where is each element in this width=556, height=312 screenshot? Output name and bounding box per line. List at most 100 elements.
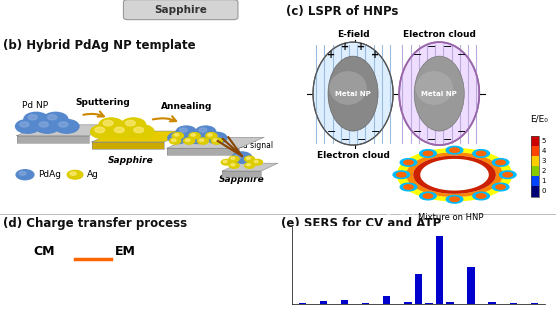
Circle shape: [16, 170, 34, 180]
Circle shape: [221, 159, 231, 165]
Circle shape: [229, 163, 239, 168]
Circle shape: [47, 115, 57, 120]
Circle shape: [191, 134, 196, 136]
Circle shape: [492, 158, 509, 166]
Text: 5: 5: [542, 138, 546, 144]
Circle shape: [246, 157, 250, 159]
Circle shape: [171, 134, 179, 139]
Circle shape: [496, 185, 505, 189]
Text: E/E₀: E/E₀: [530, 114, 548, 123]
Text: Sapphire: Sapphire: [154, 5, 207, 15]
Text: 0: 0: [542, 188, 546, 194]
Ellipse shape: [415, 71, 453, 105]
Circle shape: [223, 160, 227, 163]
Bar: [468, 267, 475, 304]
Text: CM: CM: [34, 245, 55, 258]
Circle shape: [35, 119, 59, 133]
Circle shape: [172, 139, 176, 142]
Circle shape: [134, 127, 143, 133]
Text: −: −: [456, 50, 466, 60]
Text: Sapphire: Sapphire: [108, 156, 153, 165]
Text: +: +: [357, 42, 365, 52]
Text: −: −: [426, 42, 436, 52]
Polygon shape: [222, 163, 278, 171]
FancyBboxPatch shape: [123, 0, 238, 20]
Circle shape: [207, 132, 227, 144]
Circle shape: [197, 138, 208, 144]
Circle shape: [232, 152, 252, 163]
Ellipse shape: [414, 56, 464, 131]
Circle shape: [95, 127, 105, 133]
Circle shape: [252, 159, 262, 165]
Text: 3: 3: [542, 158, 546, 164]
Text: Sputtering: Sputtering: [76, 98, 130, 107]
Ellipse shape: [329, 71, 367, 105]
Polygon shape: [17, 125, 114, 136]
Circle shape: [446, 195, 463, 203]
Circle shape: [423, 194, 433, 198]
Circle shape: [208, 134, 212, 136]
Text: −: −: [426, 135, 436, 145]
Text: (b) Hybrid PdAg NP template: (b) Hybrid PdAg NP template: [3, 39, 195, 52]
Text: −: −: [443, 135, 452, 145]
Circle shape: [473, 150, 489, 157]
Text: +: +: [371, 50, 379, 60]
Text: (c) LSPR of HNPs: (c) LSPR of HNPs: [286, 5, 399, 18]
Text: (e) SERS for CV and ATP: (e) SERS for CV and ATP: [281, 217, 441, 230]
Text: Mixture on HNP: Mixture on HNP: [419, 212, 484, 222]
Text: +: +: [327, 50, 335, 60]
Polygon shape: [92, 131, 189, 142]
Circle shape: [450, 148, 459, 152]
Circle shape: [476, 194, 486, 198]
Bar: [531, 136, 539, 197]
Text: Fₘₐˣ=22.56: Fₘₐˣ=22.56: [386, 212, 426, 217]
Text: PdAg: PdAg: [38, 170, 61, 179]
Circle shape: [199, 128, 207, 132]
Circle shape: [70, 172, 76, 175]
Circle shape: [214, 139, 218, 142]
Circle shape: [476, 151, 486, 156]
Bar: [509, 303, 517, 304]
Bar: [531, 156, 539, 166]
Circle shape: [446, 146, 463, 154]
Circle shape: [210, 134, 218, 139]
Circle shape: [67, 170, 83, 179]
Circle shape: [176, 126, 196, 137]
Circle shape: [175, 134, 179, 136]
Circle shape: [423, 151, 433, 156]
Text: 1: 1: [542, 178, 546, 184]
Text: Metal NP: Metal NP: [335, 90, 371, 97]
Ellipse shape: [399, 42, 479, 145]
Bar: [531, 166, 539, 176]
Text: −: −: [456, 127, 466, 137]
Circle shape: [245, 156, 255, 162]
Circle shape: [229, 156, 239, 162]
Circle shape: [187, 132, 207, 144]
Bar: [404, 302, 411, 304]
Polygon shape: [92, 142, 164, 149]
Text: Electron cloud: Electron cloud: [316, 151, 390, 160]
Circle shape: [121, 118, 146, 132]
Bar: [320, 301, 327, 304]
Polygon shape: [413, 156, 496, 194]
Circle shape: [19, 171, 26, 175]
Circle shape: [211, 138, 222, 144]
Text: Metal NP: Metal NP: [421, 90, 457, 97]
Text: Pd NP: Pd NP: [22, 101, 48, 110]
Circle shape: [420, 192, 436, 200]
Circle shape: [170, 138, 181, 144]
Polygon shape: [167, 148, 239, 155]
Text: EM: EM: [115, 245, 136, 258]
Circle shape: [126, 120, 135, 126]
Polygon shape: [167, 137, 264, 148]
Circle shape: [199, 139, 203, 142]
Bar: [531, 146, 539, 156]
Text: Enhanced signal: Enhanced signal: [210, 141, 274, 150]
Circle shape: [183, 138, 195, 144]
Circle shape: [231, 164, 235, 166]
Circle shape: [172, 133, 183, 139]
Ellipse shape: [313, 42, 393, 145]
Circle shape: [168, 132, 188, 144]
Circle shape: [492, 183, 509, 191]
Bar: [531, 176, 539, 187]
